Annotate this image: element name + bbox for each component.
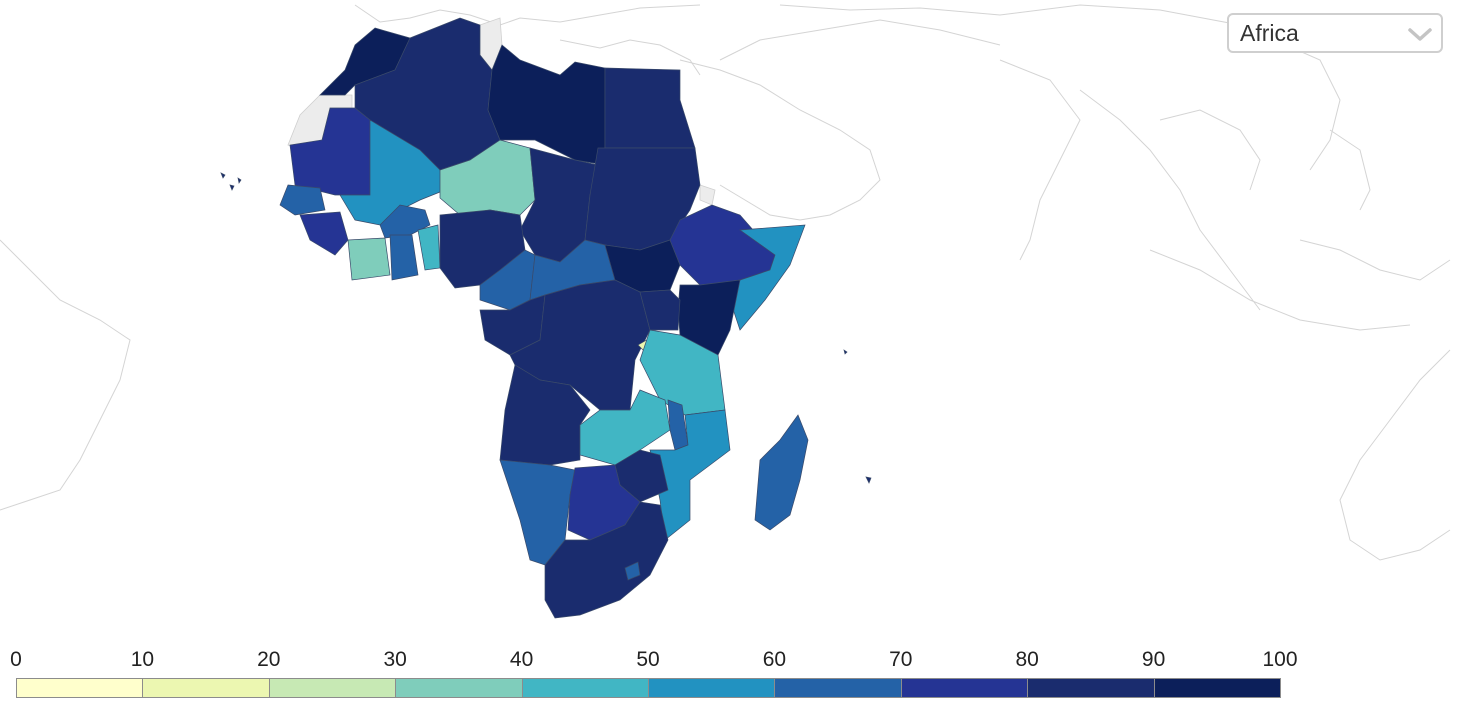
legend-bin: [268, 678, 397, 698]
country-mauritania[interactable]: [289, 107, 371, 196]
country-cape-verde[interactable]: [220, 172, 242, 191]
country-comoros-mauritius[interactable]: [843, 349, 872, 484]
legend-bin: [521, 678, 649, 698]
color-legend: 0 10 20 30 40 50 60 70 80 90 100: [0, 640, 1466, 720]
legend-bin: [16, 678, 144, 698]
legend-tick-label: 100: [1262, 648, 1298, 671]
country-egypt[interactable]: [604, 67, 696, 149]
country-somalia[interactable]: [729, 224, 806, 331]
country-madagascar[interactable]: [754, 414, 809, 531]
legend-tick-label: 0: [10, 648, 22, 671]
legend-bin: [1153, 678, 1281, 698]
country-benin-togo[interactable]: [417, 224, 441, 271]
country-ethiopia[interactable]: [669, 204, 776, 286]
choropleth-map[interactable]: [0, 0, 1466, 640]
country-ivory-coast[interactable]: [347, 237, 391, 281]
country-senegal[interactable]: [279, 184, 326, 216]
legend-tick-label: 80: [1015, 648, 1039, 671]
legend-tick-label: 60: [762, 648, 787, 671]
country-uganda[interactable]: [639, 289, 681, 331]
outline-asia: [779, 4, 1451, 331]
country-djibouti: [699, 184, 716, 206]
legend-tick-label: 10: [130, 648, 155, 671]
legend-tick-label: 70: [889, 648, 913, 671]
legend-tick-label: 90: [1141, 648, 1166, 671]
outline-middle-east: [679, 19, 1001, 221]
legend-tick-label: 40: [509, 648, 534, 671]
country-ghana[interactable]: [389, 234, 419, 281]
outline-south-america: [0, 239, 131, 511]
legend-tick-label: 30: [383, 648, 407, 671]
legend-bin: [774, 678, 902, 698]
region-dropdown-value: Africa: [1240, 19, 1299, 46]
country-guinea[interactable]: [299, 211, 349, 256]
country-niger[interactable]: [439, 139, 536, 216]
africa-countries[interactable]: [220, 17, 872, 619]
legend-bin: [1027, 678, 1155, 698]
outline-australia: [1339, 349, 1451, 561]
world-outlines: [0, 4, 1451, 561]
legend-bin: [395, 678, 523, 698]
country-zambia[interactable]: [579, 389, 671, 466]
country-south-africa[interactable]: [544, 501, 669, 619]
chevron-down-icon: [1408, 28, 1432, 41]
legend-bin: [648, 678, 776, 698]
country-libya[interactable]: [487, 44, 606, 166]
legend-tick-label: 20: [257, 648, 281, 671]
country-lesotho[interactable]: [624, 561, 641, 581]
legend-bin: [900, 678, 1029, 698]
region-dropdown[interactable]: Africa: [1227, 13, 1443, 53]
legend-bin: [142, 678, 270, 698]
legend-tick-label: 50: [636, 648, 660, 671]
